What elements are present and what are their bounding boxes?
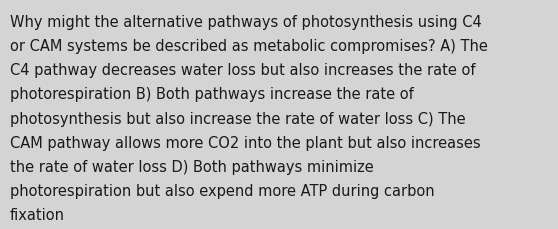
Text: fixation: fixation (10, 207, 65, 222)
Text: photorespiration B) Both pathways increase the rate of: photorespiration B) Both pathways increa… (10, 87, 414, 102)
Text: Why might the alternative pathways of photosynthesis using C4: Why might the alternative pathways of ph… (10, 15, 482, 30)
Text: photosynthesis but also increase the rate of water loss C) The: photosynthesis but also increase the rat… (10, 111, 466, 126)
Text: or CAM systems be described as metabolic compromises? A) The: or CAM systems be described as metabolic… (10, 39, 488, 54)
Text: photorespiration but also expend more ATP during carbon: photorespiration but also expend more AT… (10, 183, 435, 198)
Text: CAM pathway allows more CO2 into the plant but also increases: CAM pathway allows more CO2 into the pla… (10, 135, 480, 150)
Text: the rate of water loss D) Both pathways minimize: the rate of water loss D) Both pathways … (10, 159, 374, 174)
Text: C4 pathway decreases water loss but also increases the rate of: C4 pathway decreases water loss but also… (10, 63, 475, 78)
